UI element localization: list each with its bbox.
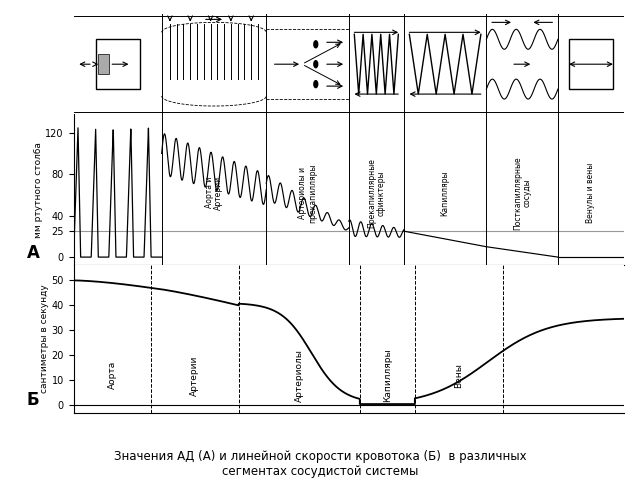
Y-axis label: мм ртутного столба: мм ртутного столба — [34, 142, 43, 238]
Text: А: А — [27, 244, 40, 262]
Text: Венулы и вены: Венулы и вены — [586, 163, 595, 223]
Text: Артерии: Артерии — [190, 355, 199, 396]
Circle shape — [314, 60, 317, 68]
Text: Вены: Вены — [454, 363, 463, 388]
Text: Сердце: Сердце — [99, 271, 137, 281]
Text: Аорта: Аорта — [108, 361, 116, 389]
Text: Б: Б — [27, 391, 40, 409]
Text: Артериолы: Артериолы — [295, 349, 304, 402]
Text: Артериолы и
прекапилляры: Артериолы и прекапилляры — [298, 163, 317, 223]
Text: Прекапиллярные
сфинктеры: Прекапиллярные сфинктеры — [367, 158, 386, 228]
Circle shape — [314, 41, 317, 48]
Text: Значения АД (А) и линейной скорости кровотока (Б)  в различных
сегментах сосудис: Значения АД (А) и линейной скорости кров… — [114, 450, 526, 478]
Text: Аорта и
Артерии: Аорта и Артерии — [205, 176, 223, 210]
Circle shape — [314, 81, 317, 88]
Bar — [569, 39, 613, 89]
Text: Капилляры: Капилляры — [440, 170, 450, 216]
Text: Капилляры: Капилляры — [383, 348, 392, 402]
Text: Посткапиллярные
сосуды: Посткапиллярные сосуды — [513, 156, 532, 229]
Y-axis label: сантиметры в секунду: сантиметры в секунду — [40, 285, 49, 394]
Bar — [95, 39, 140, 89]
Bar — [99, 54, 109, 74]
